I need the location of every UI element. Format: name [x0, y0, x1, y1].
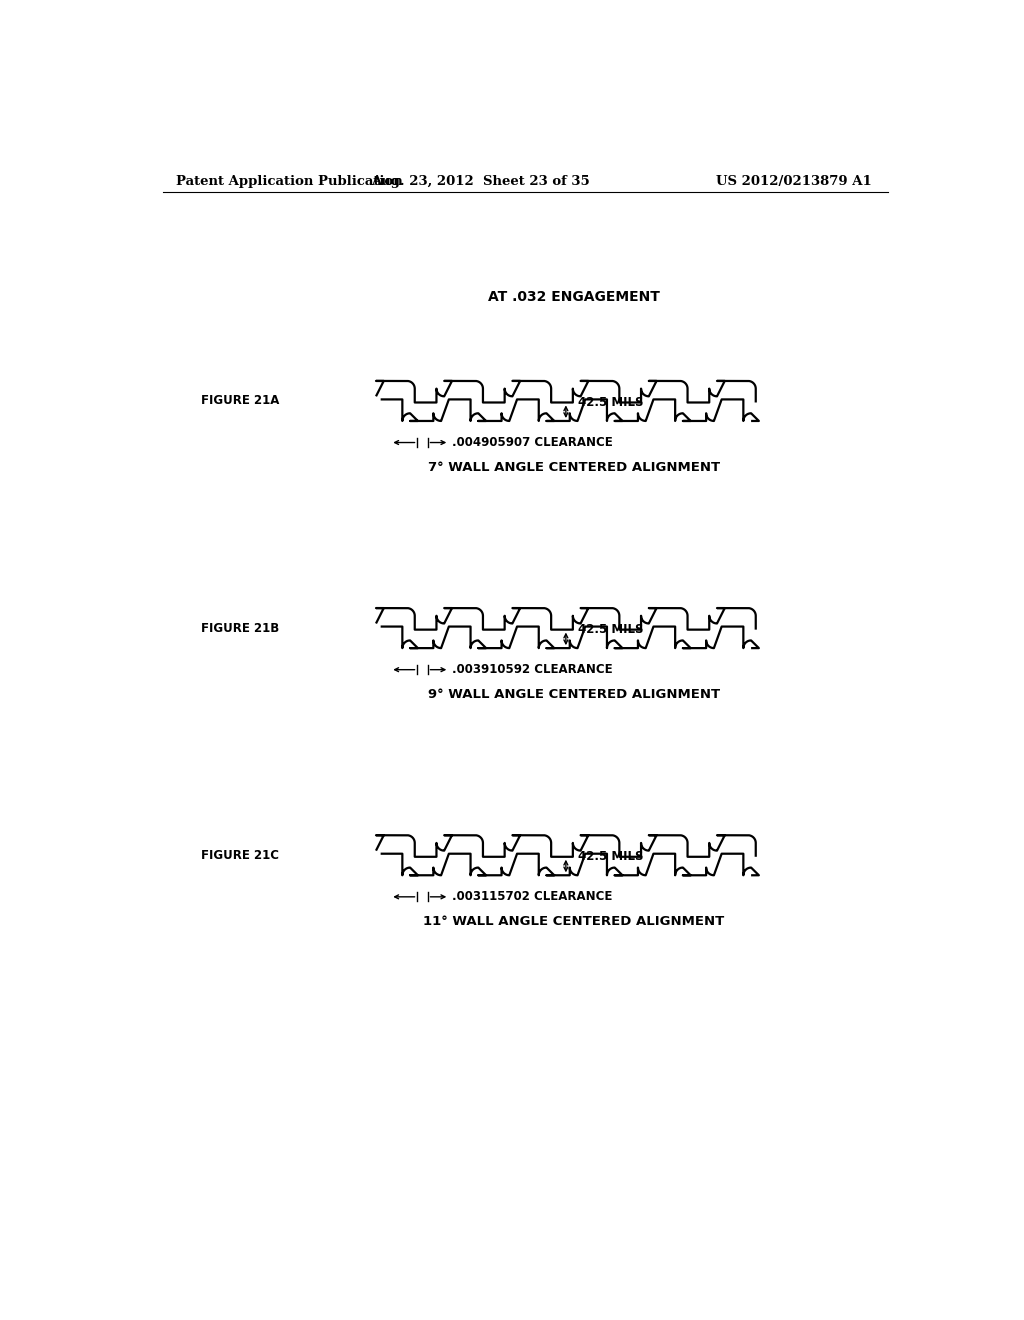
- Text: FIGURE 21B: FIGURE 21B: [202, 622, 280, 635]
- Text: 9° WALL ANGLE CENTERED ALIGNMENT: 9° WALL ANGLE CENTERED ALIGNMENT: [428, 688, 720, 701]
- Text: US 2012/0213879 A1: US 2012/0213879 A1: [716, 176, 872, 189]
- Text: 11° WALL ANGLE CENTERED ALIGNMENT: 11° WALL ANGLE CENTERED ALIGNMENT: [423, 915, 724, 928]
- Text: .003115702 CLEARANCE: .003115702 CLEARANCE: [453, 890, 612, 903]
- Text: 7° WALL ANGLE CENTERED ALIGNMENT: 7° WALL ANGLE CENTERED ALIGNMENT: [428, 461, 720, 474]
- Text: 42.5 MILS: 42.5 MILS: [578, 396, 643, 409]
- Text: Aug. 23, 2012  Sheet 23 of 35: Aug. 23, 2012 Sheet 23 of 35: [372, 176, 590, 189]
- Text: Patent Application Publication: Patent Application Publication: [176, 176, 402, 189]
- Text: FIGURE 21A: FIGURE 21A: [201, 395, 280, 408]
- Text: .003910592 CLEARANCE: .003910592 CLEARANCE: [453, 663, 613, 676]
- Text: 42.5 MILS: 42.5 MILS: [578, 623, 643, 636]
- Text: .004905907 CLEARANCE: .004905907 CLEARANCE: [453, 436, 613, 449]
- Text: FIGURE 21C: FIGURE 21C: [202, 849, 280, 862]
- Text: 42.5 MILS: 42.5 MILS: [578, 850, 643, 863]
- Text: AT .032 ENGAGEMENT: AT .032 ENGAGEMENT: [487, 290, 659, 304]
